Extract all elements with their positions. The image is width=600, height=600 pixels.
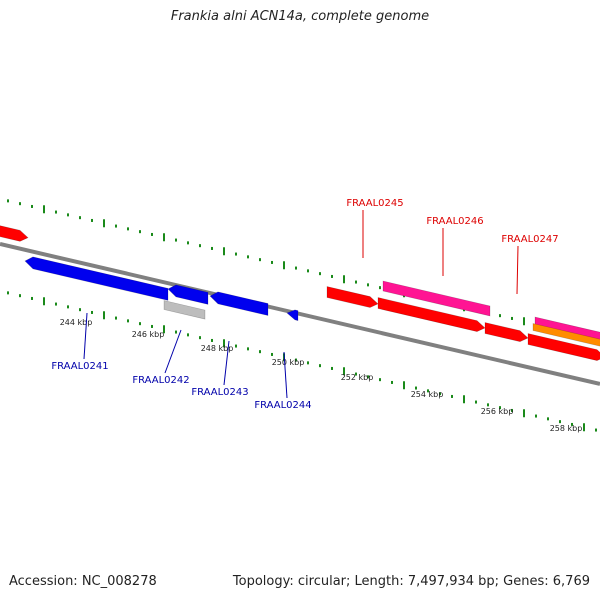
gene-leader-line — [164, 329, 182, 374]
scale-label: 258 kbp — [550, 424, 583, 433]
gene-arrow-pink — [534, 316, 600, 341]
gene-label-reverse: FRAAL0243 — [191, 387, 248, 398]
gene-label-forward: FRAAL0247 — [501, 234, 558, 245]
backbone-line — [0, 242, 600, 386]
scale-label: 254 kbp — [411, 390, 444, 399]
gene-arrow-forward — [527, 333, 600, 361]
gene-arrow-reverse — [24, 256, 169, 301]
gene-label-forward: FRAAL0245 — [346, 198, 403, 209]
gene-leader-line — [283, 351, 288, 399]
scale-label: 246 kbp — [132, 330, 165, 339]
gene-leader-line — [516, 245, 519, 295]
gene-arrow-reverse — [209, 291, 269, 316]
genome-summary-text: Topology: circular; Length: 7,497,934 bp… — [232, 574, 590, 589]
gene-label-reverse: FRAAL0244 — [254, 400, 311, 411]
scale-label: 250 kbp — [272, 358, 305, 367]
gene-arrow-forward — [0, 225, 29, 242]
scale-label: 244 kbp — [60, 318, 93, 327]
scale-label: 252 kbp — [341, 373, 374, 382]
accession-text: Accession: NC_008278 — [9, 574, 157, 589]
gene-leader-line — [223, 340, 230, 386]
gene-arrow-forward — [377, 297, 486, 332]
gene-arrow-forward — [326, 286, 379, 308]
gene-label-reverse: FRAAL0241 — [51, 361, 108, 372]
gene-arrow-grey — [163, 300, 206, 320]
gene-arrow-orange — [532, 323, 600, 347]
gene-arrow-forward — [484, 322, 529, 342]
scale-label: 248 kbp — [201, 344, 234, 353]
scale-label: 256 kbp — [481, 407, 514, 416]
gene-arrow-reverse — [167, 284, 209, 305]
gene-label-forward: FRAAL0246 — [426, 216, 483, 227]
map-title: Frankia alni ACN14a, complete genome — [170, 9, 430, 24]
gene-arrow-reverse — [286, 309, 299, 321]
gene-arrow-pink — [382, 280, 491, 317]
gene-label-reverse: FRAAL0242 — [132, 375, 189, 386]
gene-leader-line — [83, 312, 88, 360]
